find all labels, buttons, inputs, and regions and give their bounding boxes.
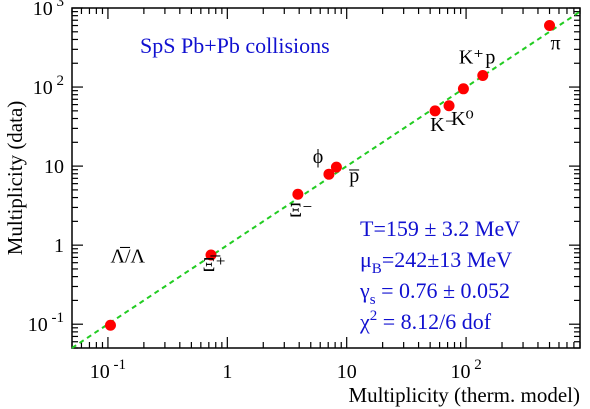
data-point [544,20,556,32]
fit-result-line: γs = 0.76 ± 0.052 [359,278,510,308]
data-point [477,69,489,81]
data-point [104,319,116,331]
data-point [330,161,342,173]
x-axis-title: Multiplicity (therm. model) [348,383,580,407]
x-tick-label: 10 [337,361,357,383]
particle-label: Ξ̅⁺ [203,254,226,276]
y-axis-title: Multiplicity (data) [3,101,27,256]
particle-label: ϕ [313,146,324,168]
particle-label: Λ̅/Λ [110,246,145,268]
y-tick-label: 10 -1 [28,310,64,336]
particle-labels: Λ̅/Λ Ξ̅⁺ Ξ⁻ ϕ p̅ K⁻K⁰ K⁺ p π [110,32,560,276]
reference-line-layer [71,10,581,349]
points-layer [104,20,556,331]
x-tick-label: 1 [222,361,232,383]
particle-label: p̅ [348,165,360,187]
chart-title: SpS Pb+Pb collisions [140,33,330,58]
fit-result-line: χ2 = 8.12/6 dof [359,308,492,334]
fit-result-line: T=159 ± 3.2 MeV [360,216,520,241]
particle-label: K⁺ [459,46,484,68]
x-tick-label: 10 -1 [90,357,126,383]
particle-label: K⁻ [430,114,455,136]
minor-ticks [71,7,581,349]
x-tick-labels: 10 -1 1 10 10 2 [90,357,482,383]
reference-line [71,10,581,349]
y-tick-label: 10 2 [33,73,64,99]
data-point [443,100,455,112]
data-point [323,168,335,180]
y-tick-labels: 10 -1 1 10 10 2 10 3 [28,0,64,336]
data-point [205,249,217,261]
y-tick-label: 1 [54,235,64,257]
y-tick-label: 10 3 [33,0,64,20]
particle-label: π [551,32,561,54]
particle-label: p [485,46,495,68]
y-tick-label: 10 [44,156,64,178]
data-point [457,83,469,95]
data-point [429,105,441,117]
particle-label: Ξ⁻ [289,200,312,222]
particle-label: K⁰ [451,108,473,130]
data-point [292,188,304,200]
fit-result-line: μB=242±13 MeV [360,247,512,277]
x-tick-label: 10 2 [450,357,481,383]
